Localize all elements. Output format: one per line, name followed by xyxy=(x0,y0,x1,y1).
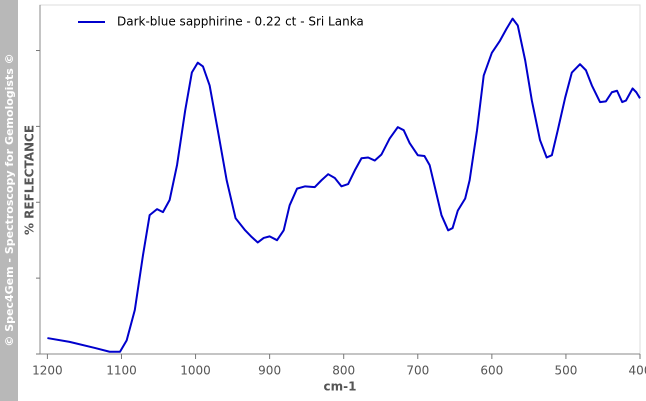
x-tick-label: 900 xyxy=(258,364,281,378)
x-tick-label: 1100 xyxy=(106,364,137,378)
plot-frame xyxy=(39,4,641,355)
legend-label: Dark-blue sapphirine - 0.22 ct - Sri Lan… xyxy=(117,15,364,29)
x-tick-label: 600 xyxy=(480,364,503,378)
x-tick-label: 1200 xyxy=(32,364,63,378)
x-axis-label: cm-1 xyxy=(324,380,357,394)
x-tick-label: 1000 xyxy=(180,364,211,378)
x-tick-label: 800 xyxy=(332,364,355,378)
x-tick-label: 700 xyxy=(406,364,429,378)
y-axis-label: % REFLECTANCE xyxy=(23,125,37,235)
watermark: © Spec4Gem - Spectroscopy for Gemologist… xyxy=(3,53,16,346)
spectrum-line xyxy=(47,17,641,353)
watermark-strip xyxy=(0,0,18,401)
x-tick-label: 400 xyxy=(629,364,646,378)
x-tick-label: 500 xyxy=(554,364,577,378)
